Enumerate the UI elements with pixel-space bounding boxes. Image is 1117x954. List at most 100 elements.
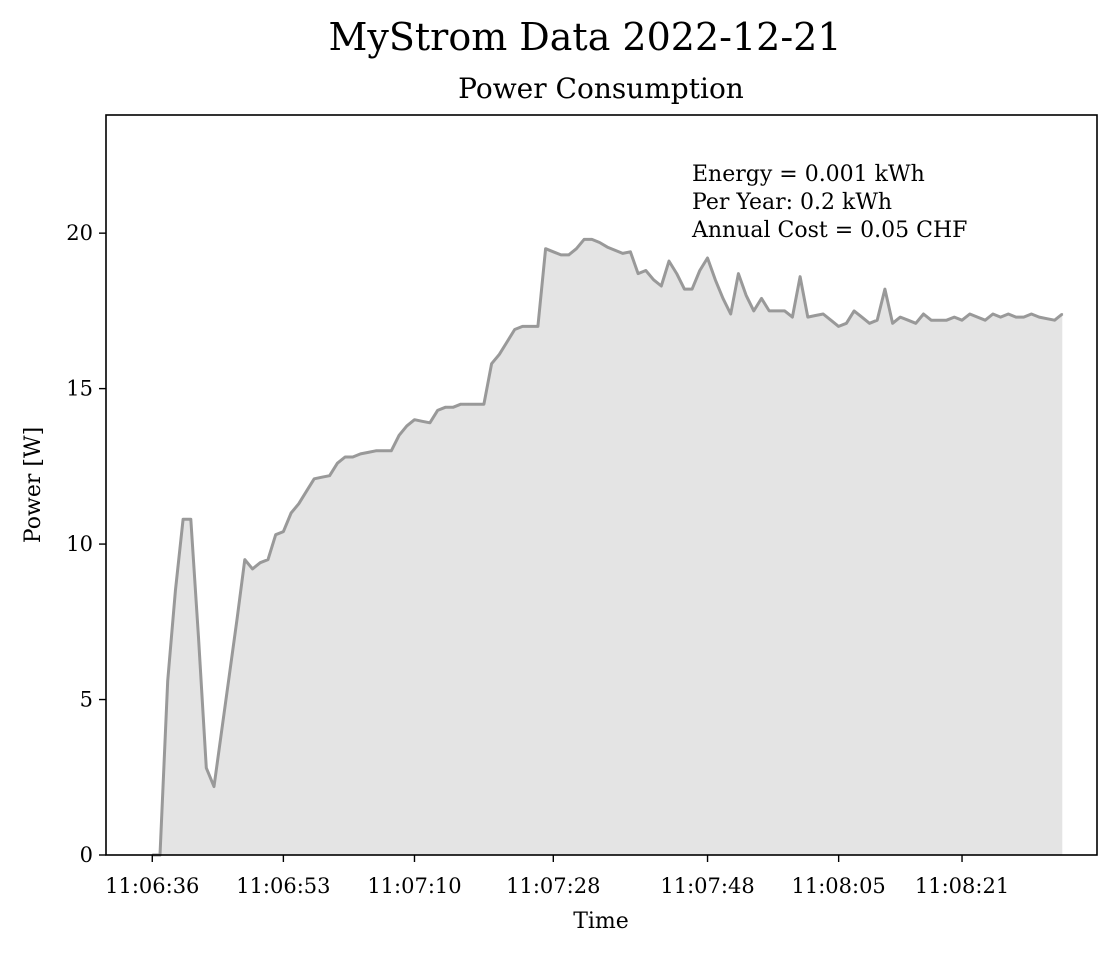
data-point: [760, 297, 763, 300]
data-point: [984, 319, 987, 322]
data-point: [698, 269, 701, 272]
data-point: [621, 252, 624, 255]
data-point: [783, 310, 786, 312]
y-tick-label: 20: [66, 221, 93, 245]
data-point: [351, 456, 354, 458]
data-point: [1030, 313, 1033, 315]
data-point: [860, 316, 863, 318]
data-point: [375, 449, 377, 452]
data-point: [637, 272, 639, 275]
data-point: [452, 406, 454, 409]
data-point: [421, 420, 424, 423]
data-point: [992, 313, 994, 315]
data-point: [529, 325, 532, 328]
data-point: [413, 418, 416, 421]
data-point: [953, 316, 956, 318]
data-point: [922, 313, 925, 315]
data-point: [297, 502, 300, 505]
data-point: [606, 246, 609, 249]
data-point: [166, 680, 169, 682]
data-point: [236, 617, 239, 620]
data-point: [868, 322, 871, 325]
data-point: [675, 272, 678, 275]
data-point: [560, 254, 562, 256]
data-point: [228, 673, 231, 676]
data-point: [483, 403, 485, 406]
y-tick-label: 0: [80, 843, 93, 867]
data-point: [1053, 319, 1056, 322]
data-point: [552, 250, 555, 253]
power-area-fill: [152, 239, 1063, 855]
data-point: [182, 518, 185, 521]
data-point: [945, 319, 948, 322]
data-point: [429, 421, 431, 424]
data-point: [591, 238, 593, 241]
data-point: [567, 254, 570, 256]
data-point: [1046, 317, 1048, 320]
data-point: [382, 449, 385, 452]
data-point: [1038, 316, 1041, 318]
data-point: [776, 310, 778, 312]
data-point: [459, 403, 462, 406]
data-point: [976, 316, 979, 318]
data-point: [436, 409, 439, 412]
data-point: [938, 319, 940, 322]
x-tick-label: 11:08:05: [791, 874, 885, 898]
data-point: [822, 313, 825, 315]
data-point: [213, 785, 215, 788]
y-tick-label: 10: [66, 532, 93, 556]
data-point: [876, 319, 879, 322]
data-point: [907, 319, 909, 322]
y-axis-label: Power [W]: [21, 427, 46, 543]
data-point: [884, 288, 886, 290]
data-point: [282, 530, 285, 533]
data-point: [891, 322, 894, 325]
data-point: [806, 316, 809, 318]
data-point: [321, 476, 323, 479]
data-point: [205, 767, 208, 769]
data-point: [845, 322, 848, 325]
data-point: [1015, 316, 1017, 318]
data-point: [706, 257, 709, 259]
stats-annotation: Energy = 0.001 kWh Per Year: 0.2 kWh Ann…: [691, 162, 967, 243]
data-point: [367, 451, 370, 454]
data-point: [660, 285, 663, 287]
data-point: [814, 314, 817, 317]
data-point: [799, 275, 801, 278]
data-point: [537, 325, 539, 328]
data-point: [853, 310, 855, 312]
data-point: [722, 297, 724, 300]
data-point: [745, 294, 747, 297]
y-axis: 0 5 10 15 20: [66, 221, 106, 867]
data-point: [521, 325, 524, 328]
data-point: [328, 474, 331, 477]
figure-title: MyStrom Data 2022-12-21: [328, 15, 841, 59]
data-point: [899, 316, 902, 318]
x-tick-label: 11:06:36: [105, 874, 199, 898]
data-point: [513, 328, 516, 331]
y-tick-label: 5: [80, 688, 93, 712]
data-point: [313, 477, 316, 480]
data-point: [914, 322, 917, 325]
data-point: [737, 272, 740, 275]
data-point: [1007, 313, 1010, 315]
x-axis: 11:06:36 11:06:53 11:07:10 11:07:28 11:07:48…: [105, 855, 1009, 898]
data-point: [274, 533, 277, 536]
data-point: [598, 241, 601, 244]
data-point: [444, 406, 447, 409]
data-point: [752, 310, 755, 312]
data-point: [930, 319, 933, 322]
y-tick-label: 15: [66, 377, 93, 401]
data-point: [644, 269, 647, 272]
data-point: [267, 558, 269, 561]
data-point: [683, 288, 686, 290]
data-point: [544, 247, 547, 250]
data-point: [498, 353, 501, 356]
data-point: [467, 403, 470, 406]
data-point: [830, 319, 832, 322]
data-point: [575, 247, 578, 250]
data-point: [691, 288, 693, 290]
data-point: [999, 316, 1002, 318]
x-tick-label: 11:06:53: [236, 874, 330, 898]
